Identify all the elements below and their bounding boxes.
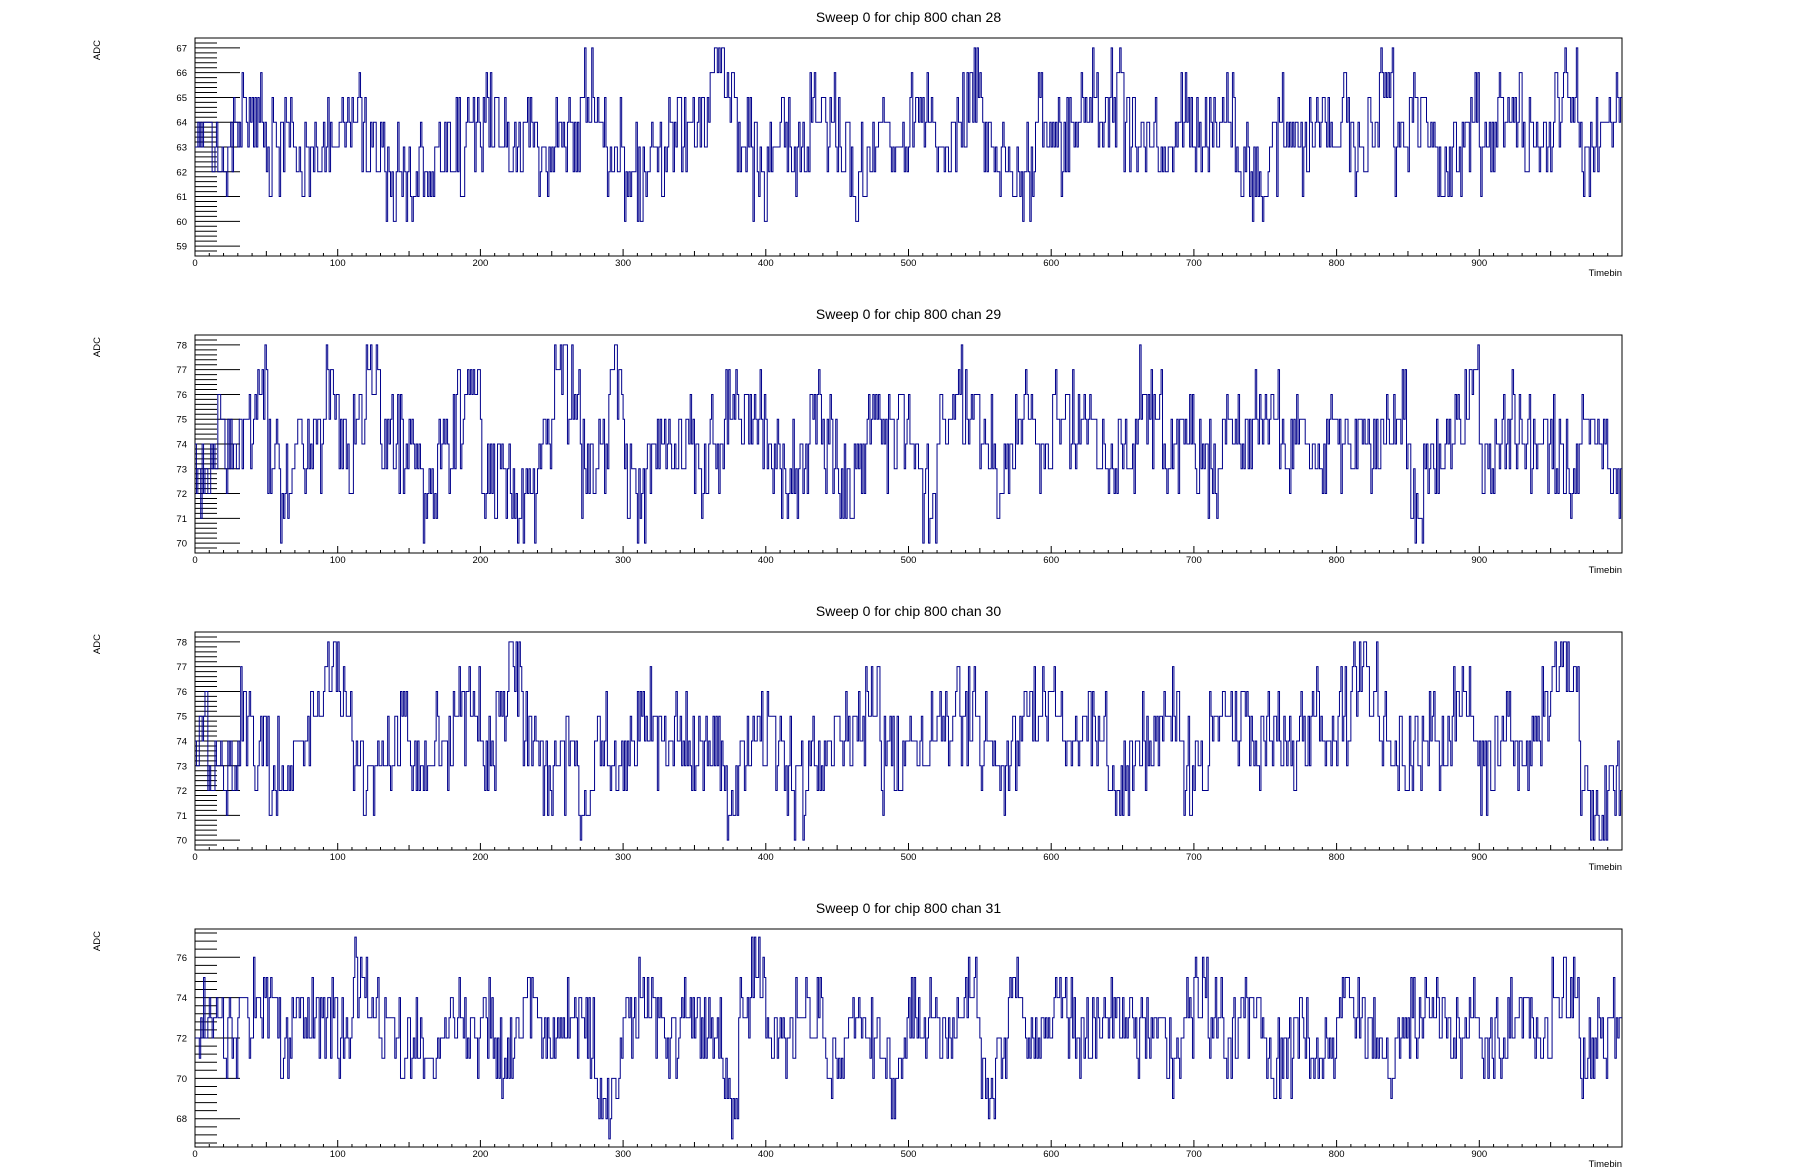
y-tick-label: 78 — [176, 340, 187, 351]
y-tick-label: 77 — [176, 662, 187, 673]
y-tick-label: 73 — [176, 464, 187, 475]
data-trace — [195, 47, 1622, 222]
y-tick-label: 68 — [176, 1114, 187, 1125]
y-tick-label: 75 — [176, 712, 187, 723]
y-tick-label: 74 — [176, 440, 187, 451]
chart-title: Sweep 0 for chip 800 chan 28 — [816, 9, 1001, 25]
y-tick-label: 78 — [176, 637, 187, 648]
x-tick-label: 900 — [1471, 258, 1487, 269]
y-tick-label: 66 — [176, 68, 187, 79]
x-tick-label: 0 — [192, 258, 197, 269]
x-axis-label: Timebin — [1589, 268, 1622, 279]
y-tick-label: 72 — [176, 489, 187, 500]
x-tick-label: 600 — [1043, 258, 1059, 269]
x-tick-label: 100 — [330, 555, 346, 566]
x-tick-label: 300 — [615, 1149, 631, 1160]
x-axis-label: Timebin — [1589, 862, 1622, 873]
x-tick-label: 800 — [1329, 1149, 1345, 1160]
x-tick-label: 400 — [758, 555, 774, 566]
x-tick-label: 0 — [192, 852, 197, 863]
x-tick-label: 500 — [901, 258, 917, 269]
y-tick-label: 77 — [176, 365, 187, 376]
y-tick-label: 74 — [176, 737, 187, 748]
y-tick-label: 73 — [176, 761, 187, 772]
x-tick-label: 600 — [1043, 1149, 1059, 1160]
x-tick-label: 200 — [472, 1149, 488, 1160]
x-tick-label: 100 — [330, 1149, 346, 1160]
y-tick-label: 71 — [176, 514, 187, 525]
y-tick-label: 70 — [176, 539, 187, 550]
x-tick-label: 0 — [192, 1149, 197, 1160]
x-tick-label: 100 — [330, 852, 346, 863]
x-tick-label: 300 — [615, 258, 631, 269]
y-tick-label: 61 — [176, 192, 187, 203]
x-tick-label: 900 — [1471, 852, 1487, 863]
y-tick-label: 74 — [176, 993, 187, 1004]
y-tick-label: 63 — [176, 143, 187, 154]
data-trace — [195, 344, 1622, 544]
y-tick-label: 76 — [176, 687, 187, 698]
x-tick-label: 600 — [1043, 555, 1059, 566]
y-tick-label: 65 — [176, 93, 187, 104]
x-tick-label: 200 — [472, 852, 488, 863]
y-tick-label: 72 — [176, 786, 187, 797]
x-tick-label: 0 — [192, 555, 197, 566]
y-tick-label: 60 — [176, 217, 187, 228]
y-tick-label: 59 — [176, 242, 187, 253]
data-trace — [195, 936, 1622, 1140]
y-tick-label: 67 — [176, 43, 187, 54]
x-tick-label: 700 — [1186, 1149, 1202, 1160]
y-tick-label: 71 — [176, 811, 187, 822]
chart-panel-2: Sweep 0 for chip 800 chan 30 ADC Timebin 70… — [92, 603, 1623, 873]
y-axis-label: ADC — [92, 634, 103, 654]
y-axis-label: ADC — [92, 40, 103, 60]
x-tick-label: 500 — [901, 852, 917, 863]
y-axis-label: ADC — [92, 931, 103, 951]
x-tick-label: 400 — [758, 1149, 774, 1160]
x-axis-label: Timebin — [1589, 565, 1622, 576]
x-tick-label: 300 — [615, 852, 631, 863]
chart-panel-1: Sweep 0 for chip 800 chan 29 ADC Timebin 70… — [92, 306, 1623, 576]
x-tick-label: 500 — [901, 555, 917, 566]
y-tick-label: 72 — [176, 1034, 187, 1045]
x-tick-label: 700 — [1186, 258, 1202, 269]
y-tick-label: 75 — [176, 415, 187, 426]
x-tick-label: 400 — [758, 258, 774, 269]
x-axis-label: Timebin — [1589, 1159, 1622, 1170]
x-tick-label: 900 — [1471, 555, 1487, 566]
data-trace — [195, 641, 1622, 841]
x-tick-label: 800 — [1329, 852, 1345, 863]
x-tick-label: 800 — [1329, 258, 1345, 269]
x-tick-label: 200 — [472, 555, 488, 566]
y-tick-label: 62 — [176, 167, 187, 178]
y-axis-label: ADC — [92, 337, 103, 357]
chart-title: Sweep 0 for chip 800 chan 29 — [816, 306, 1001, 322]
y-tick-label: 76 — [176, 953, 187, 964]
x-tick-label: 700 — [1186, 555, 1202, 566]
x-tick-label: 100 — [330, 258, 346, 269]
x-tick-label: 800 — [1329, 555, 1345, 566]
chart-panel-0: Sweep 0 for chip 800 chan 28 ADC Timebin 59… — [92, 9, 1623, 279]
x-tick-label: 600 — [1043, 852, 1059, 863]
y-tick-label: 70 — [176, 1074, 187, 1085]
y-tick-label: 64 — [176, 118, 187, 129]
chart-title: Sweep 0 for chip 800 chan 31 — [816, 900, 1001, 916]
y-tick-label: 70 — [176, 836, 187, 847]
x-tick-label: 500 — [901, 1149, 917, 1160]
chart-panel-3: Sweep 0 for chip 800 chan 31 ADC Timebin 68… — [92, 900, 1623, 1170]
x-tick-label: 400 — [758, 852, 774, 863]
y-tick-label: 76 — [176, 390, 187, 401]
x-tick-label: 300 — [615, 555, 631, 566]
chart-title: Sweep 0 for chip 800 chan 30 — [816, 603, 1001, 619]
x-tick-label: 900 — [1471, 1149, 1487, 1160]
x-tick-label: 200 — [472, 258, 488, 269]
x-tick-label: 700 — [1186, 852, 1202, 863]
